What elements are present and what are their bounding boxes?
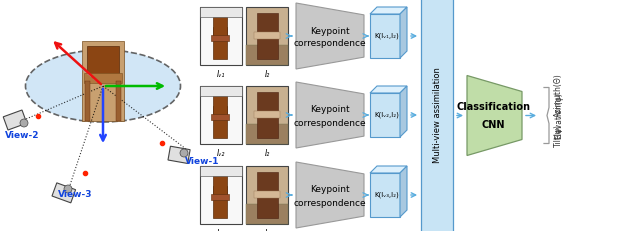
- Text: Elevation(φ): Elevation(φ): [554, 92, 563, 139]
- Bar: [370, 173, 400, 217]
- Text: correspondence: correspondence: [294, 119, 366, 128]
- Bar: [84, 73, 122, 83]
- Text: Iᵥ₂: Iᵥ₂: [217, 149, 225, 158]
- Bar: [52, 183, 76, 203]
- Text: I₂: I₂: [264, 229, 269, 231]
- Text: View-2: View-2: [5, 131, 40, 140]
- Bar: [200, 166, 242, 224]
- Text: correspondence: correspondence: [294, 40, 366, 49]
- Polygon shape: [400, 7, 407, 58]
- Bar: [421, 0, 453, 231]
- Bar: [257, 13, 278, 59]
- Bar: [246, 86, 288, 144]
- Circle shape: [20, 119, 28, 127]
- Bar: [246, 204, 288, 224]
- Bar: [82, 41, 124, 121]
- Bar: [200, 7, 242, 17]
- Text: Multi-view assimilation: Multi-view assimilation: [433, 67, 442, 164]
- Bar: [257, 92, 278, 138]
- Circle shape: [64, 185, 72, 193]
- Polygon shape: [370, 86, 407, 93]
- Bar: [211, 35, 229, 41]
- Polygon shape: [296, 3, 364, 69]
- Polygon shape: [400, 166, 407, 217]
- Bar: [212, 95, 227, 115]
- Text: Iᵥ₃: Iᵥ₃: [217, 229, 225, 231]
- Text: Keypoint: Keypoint: [310, 185, 350, 195]
- Text: Keypoint: Keypoint: [310, 27, 350, 36]
- Text: I₂: I₂: [264, 149, 269, 158]
- Bar: [200, 86, 242, 144]
- Bar: [116, 81, 121, 121]
- Bar: [253, 191, 280, 198]
- Bar: [212, 27, 227, 59]
- Bar: [200, 86, 242, 96]
- Bar: [211, 194, 229, 200]
- Bar: [253, 32, 280, 39]
- Bar: [246, 7, 288, 65]
- Polygon shape: [400, 86, 407, 137]
- Text: correspondence: correspondence: [294, 198, 366, 207]
- Polygon shape: [296, 162, 364, 228]
- Polygon shape: [370, 7, 407, 14]
- Bar: [200, 166, 242, 176]
- Bar: [212, 175, 227, 195]
- Bar: [212, 186, 227, 218]
- Text: Tilt(ψ): Tilt(ψ): [554, 124, 563, 147]
- Bar: [246, 45, 288, 65]
- Ellipse shape: [26, 50, 180, 122]
- Bar: [85, 81, 90, 121]
- Circle shape: [180, 149, 188, 157]
- Bar: [246, 124, 288, 144]
- Bar: [212, 106, 227, 138]
- Bar: [370, 93, 400, 137]
- Bar: [200, 7, 242, 65]
- Bar: [257, 172, 278, 218]
- Text: View-3: View-3: [58, 190, 92, 199]
- Bar: [211, 114, 229, 120]
- Polygon shape: [467, 76, 522, 155]
- Bar: [370, 14, 400, 58]
- Text: Azimuth(Θ): Azimuth(Θ): [554, 74, 563, 117]
- Text: K(Iᵥ₃,I₂): K(Iᵥ₃,I₂): [375, 192, 399, 198]
- Bar: [168, 146, 190, 164]
- Bar: [3, 110, 27, 130]
- Polygon shape: [370, 166, 407, 173]
- Text: Iᵥ₁: Iᵥ₁: [217, 70, 225, 79]
- Text: CNN: CNN: [482, 121, 505, 131]
- Text: Classification: Classification: [456, 101, 531, 112]
- Polygon shape: [296, 82, 364, 148]
- Text: K(Iᵥ₁,I₂): K(Iᵥ₁,I₂): [375, 33, 399, 39]
- Bar: [253, 111, 280, 118]
- Text: I₂: I₂: [264, 70, 269, 79]
- Bar: [212, 16, 227, 36]
- Bar: [87, 46, 119, 76]
- Text: Keypoint: Keypoint: [310, 106, 350, 115]
- Bar: [246, 166, 288, 224]
- Text: View-1: View-1: [185, 157, 220, 166]
- Text: K(Iᵥ₂,I₂): K(Iᵥ₂,I₂): [374, 112, 399, 118]
